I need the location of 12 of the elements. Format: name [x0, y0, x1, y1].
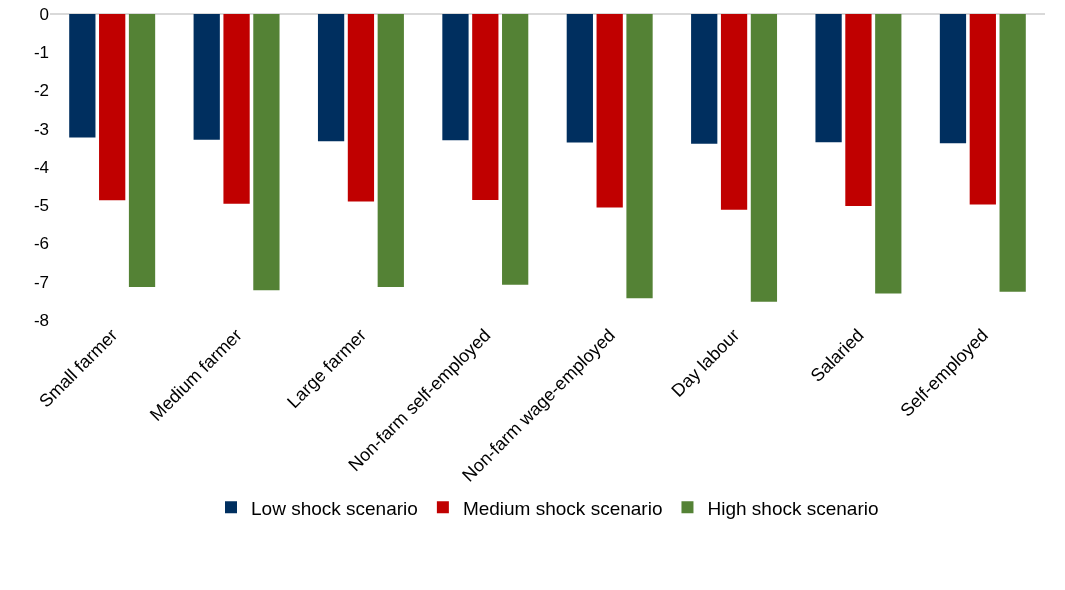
y-tick-label: -2 [33, 81, 49, 101]
legend-label: Medium shock scenario [462, 497, 663, 519]
y-tick-label: 0 [39, 4, 49, 24]
y-tick-label: -8 [33, 310, 49, 330]
y-tick-label: -1 [33, 43, 49, 63]
y-tick-label: -5 [33, 196, 49, 216]
y-tick-label: -3 [33, 119, 49, 139]
y-tick-label: -6 [33, 234, 49, 254]
y-tick-label: -7 [33, 272, 49, 292]
y-tick-label: -4 [33, 157, 49, 177]
legend-label: Low shock scenario [251, 497, 418, 519]
legend-label: High shock scenario [707, 497, 879, 519]
